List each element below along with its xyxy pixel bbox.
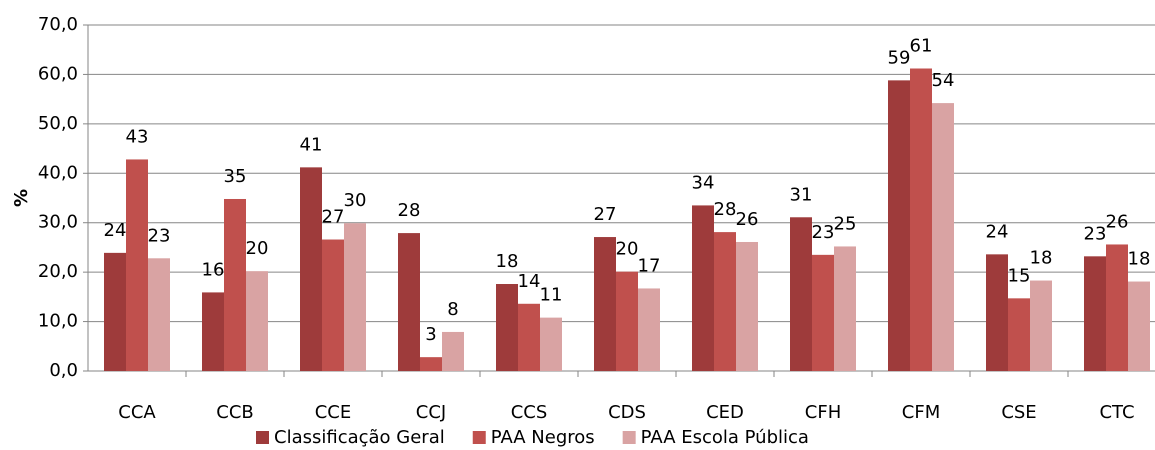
- value-label: 24: [104, 220, 127, 241]
- value-label: 23: [148, 225, 171, 246]
- y-tick-label: 10,0: [38, 311, 78, 332]
- legend-label: PAA Escola Pública: [641, 427, 809, 448]
- bar: [496, 284, 518, 371]
- value-label: 11: [540, 285, 563, 306]
- x-tick-label: CED: [706, 402, 744, 423]
- value-label: 18: [1030, 248, 1053, 269]
- bar: [344, 223, 366, 371]
- bar: [638, 288, 660, 371]
- value-label: 27: [594, 204, 617, 225]
- x-tick-label: CDS: [608, 402, 646, 423]
- bar: [812, 254, 834, 371]
- x-tick-label: CCB: [216, 402, 254, 423]
- value-label: 31: [790, 184, 813, 205]
- legend-swatch: [472, 431, 486, 444]
- value-label: 20: [616, 239, 639, 260]
- value-label: 41: [300, 134, 323, 155]
- bar: [300, 167, 322, 371]
- x-tick-label: CCS: [511, 402, 548, 423]
- bar: [442, 331, 464, 371]
- value-label: 35: [224, 166, 247, 187]
- value-label: 30: [344, 190, 367, 211]
- x-tick-label: CFM: [902, 402, 940, 423]
- y-tick-label: 30,0: [38, 212, 78, 233]
- legend-label: Classificação Geral: [274, 427, 445, 448]
- bar: [540, 317, 562, 371]
- value-label: 15: [1008, 265, 1031, 286]
- bar: [1030, 280, 1052, 371]
- bar: [910, 68, 932, 372]
- bar: [736, 241, 758, 371]
- value-label: 34: [692, 172, 715, 193]
- bar: [246, 271, 268, 371]
- legend-swatch: [622, 431, 636, 444]
- value-label: 59: [888, 47, 911, 68]
- y-tick-label: 40,0: [38, 162, 78, 183]
- value-label: 25: [834, 213, 857, 234]
- legend-swatch: [256, 431, 269, 444]
- bar: [888, 80, 910, 372]
- value-label: 23: [812, 222, 835, 243]
- y-tick-label: 70,0: [38, 14, 78, 35]
- bar: [104, 252, 126, 371]
- value-label: 18: [1128, 249, 1151, 270]
- bar: [398, 233, 420, 371]
- bar: [1008, 298, 1030, 371]
- y-tick-label: 0,0: [49, 360, 78, 381]
- bar: [790, 217, 812, 371]
- x-tick-label: CSE: [1001, 402, 1036, 423]
- bar: [126, 159, 148, 371]
- value-label: 3: [425, 324, 436, 345]
- value-label: 17: [638, 255, 661, 276]
- value-label: 61: [910, 35, 933, 56]
- value-label: 16: [202, 259, 225, 280]
- value-label: 24: [986, 221, 1009, 242]
- bar: [322, 239, 344, 371]
- value-label: 26: [1106, 211, 1129, 232]
- y-axis-label: %: [11, 189, 32, 207]
- bar: [692, 205, 714, 371]
- bar: [1106, 244, 1128, 371]
- legend-label: PAA Negros: [491, 427, 595, 448]
- value-label: 43: [126, 126, 149, 147]
- value-label: 28: [398, 200, 421, 221]
- y-tick-label: 50,0: [38, 113, 78, 134]
- bar: [714, 232, 736, 371]
- x-tick-label: CCE: [315, 402, 352, 423]
- value-label: 20: [246, 238, 269, 259]
- bar: [986, 254, 1008, 371]
- value-label: 54: [932, 70, 955, 91]
- value-label: 27: [322, 207, 345, 228]
- x-tick-label: CTC: [1099, 402, 1134, 423]
- bar: [616, 271, 638, 371]
- x-tick-label: CFH: [805, 402, 841, 423]
- value-label: 8: [447, 299, 458, 320]
- bar: [834, 246, 856, 371]
- x-tick-label: CCJ: [416, 402, 446, 423]
- y-tick-label: 20,0: [38, 261, 78, 282]
- bar: [1084, 256, 1106, 371]
- value-label: 28: [714, 199, 737, 220]
- value-label: 23: [1084, 223, 1107, 244]
- bar: [1128, 281, 1150, 371]
- bar: [202, 292, 224, 371]
- bar: [148, 258, 170, 371]
- value-label: 18: [496, 251, 519, 272]
- bar: [224, 198, 246, 371]
- value-label: 26: [736, 209, 759, 230]
- y-tick-label: 60,0: [38, 63, 78, 84]
- value-label: 14: [518, 271, 541, 292]
- bar: [420, 357, 442, 371]
- bar: [518, 303, 540, 371]
- bar: [932, 103, 954, 372]
- bar: [594, 237, 616, 371]
- x-tick-label: CCA: [118, 402, 156, 423]
